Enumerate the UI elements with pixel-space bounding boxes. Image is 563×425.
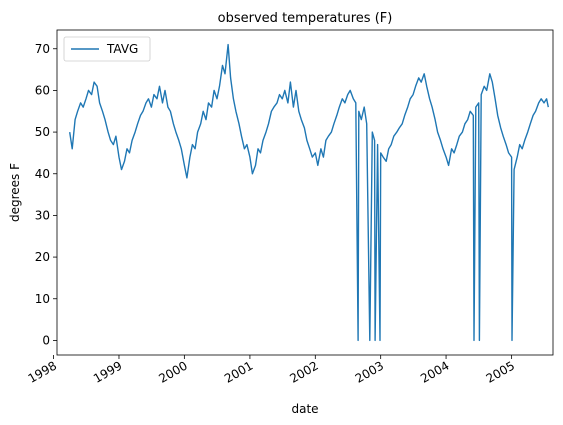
y-tick-label: 70 xyxy=(35,42,50,56)
y-tick-label: 10 xyxy=(35,292,50,306)
y-tick-label: 0 xyxy=(42,333,50,347)
x-tick-label: 2002 xyxy=(287,358,320,385)
x-axis-ticks: 1998 1999 2000 2001 2002 2003 2004 2005 xyxy=(26,355,517,386)
x-axis-label: date xyxy=(291,402,318,416)
x-tick-label: 2004 xyxy=(418,358,451,385)
x-tick-label: 2005 xyxy=(484,358,517,385)
y-tick-label: 40 xyxy=(35,167,50,181)
y-tick-label: 30 xyxy=(35,208,50,222)
x-tick-label: 2000 xyxy=(156,358,189,385)
legend-box xyxy=(63,36,151,62)
x-tick-label: 2001 xyxy=(222,358,255,385)
legend-label-tavg: TAVG xyxy=(106,42,138,56)
x-tick-label: 2003 xyxy=(353,358,386,385)
y-tick-label: 50 xyxy=(35,125,50,139)
y-axis-label: degrees F xyxy=(8,163,22,222)
x-tick-label: 1999 xyxy=(91,358,124,385)
plot-area-frame xyxy=(56,29,554,356)
y-axis-ticks: 0 10 20 30 40 50 60 70 xyxy=(35,42,57,347)
series-line-tavg xyxy=(69,43,549,342)
legend: TAVG xyxy=(63,36,151,62)
y-tick-label: 20 xyxy=(35,250,50,264)
chart-title: observed temperatures (F) xyxy=(218,11,393,26)
x-tick-label: 1998 xyxy=(26,358,59,385)
y-tick-label: 60 xyxy=(35,83,50,97)
